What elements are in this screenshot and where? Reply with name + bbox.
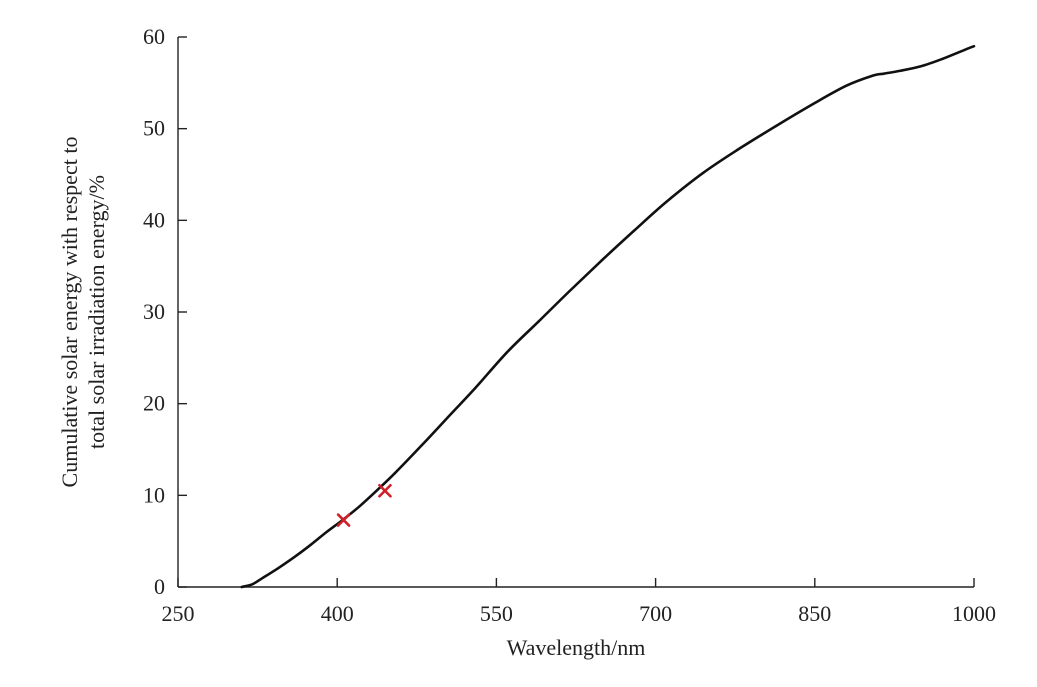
x-axis-title: Wavelength/nm <box>507 635 646 660</box>
y-tick-label: 0 <box>154 574 165 599</box>
x-tick-label: 400 <box>321 601 354 626</box>
y-tick-label: 20 <box>143 391 165 416</box>
x-marker <box>378 483 392 498</box>
series-line <box>240 44 976 589</box>
y-tick-label: 10 <box>143 482 165 507</box>
x-tick-label: 700 <box>639 601 672 626</box>
y-tick-label: 60 <box>143 24 165 49</box>
axes <box>177 37 974 588</box>
marker-layer <box>336 483 392 527</box>
x-tick-label: 1000 <box>952 601 996 626</box>
x-tick-label: 850 <box>798 601 831 626</box>
y-tick-label: 30 <box>143 299 165 324</box>
x-ticks: 250 400 550 700 850 1000 <box>162 578 996 626</box>
y-axis-title-line-2: total solar irradiation energy/% <box>84 175 109 449</box>
x-tick-label: 550 <box>480 601 513 626</box>
series-layer <box>240 44 976 589</box>
y-tick-label: 40 <box>143 207 165 232</box>
x-marker <box>336 513 351 527</box>
x-tick-label: 250 <box>162 601 195 626</box>
y-axis-title-line-1: Cumulative solar energy with respect to <box>57 137 82 488</box>
y-axis-title: Cumulative solar energy with respect to … <box>57 137 109 488</box>
y-ticks: 0 10 20 30 40 50 60 <box>143 24 187 599</box>
y-tick-label: 50 <box>143 116 165 141</box>
